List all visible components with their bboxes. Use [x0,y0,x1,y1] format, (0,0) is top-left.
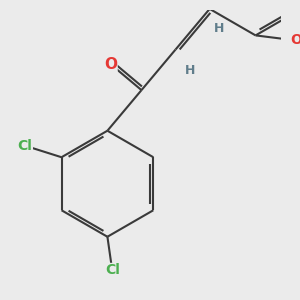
Text: H: H [214,22,224,35]
Text: O: O [104,57,117,72]
Text: Cl: Cl [17,139,32,153]
Text: Cl: Cl [105,263,120,278]
Text: O: O [290,33,300,47]
Text: H: H [185,64,195,77]
